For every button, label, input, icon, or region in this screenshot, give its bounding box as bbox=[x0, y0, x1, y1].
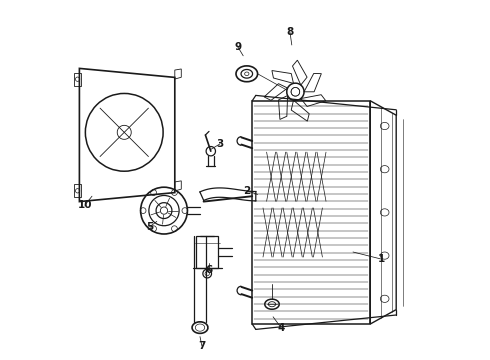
Text: 7: 7 bbox=[198, 341, 205, 351]
Bar bbox=[74, 184, 81, 197]
Text: 6: 6 bbox=[205, 265, 213, 275]
Text: 10: 10 bbox=[77, 200, 92, 210]
Bar bbox=[196, 236, 218, 268]
Text: 8: 8 bbox=[286, 27, 294, 37]
Bar bbox=[74, 73, 81, 86]
Text: 3: 3 bbox=[216, 139, 223, 149]
Text: 5: 5 bbox=[146, 222, 153, 232]
Text: 2: 2 bbox=[243, 186, 250, 196]
Text: 4: 4 bbox=[277, 323, 285, 333]
Bar bbox=[252, 101, 370, 324]
Text: 9: 9 bbox=[234, 42, 242, 52]
Text: 1: 1 bbox=[378, 254, 386, 264]
